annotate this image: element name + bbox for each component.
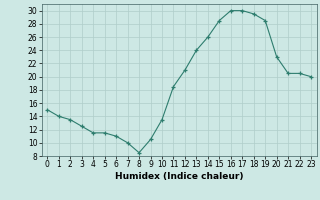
X-axis label: Humidex (Indice chaleur): Humidex (Indice chaleur) (115, 172, 244, 181)
